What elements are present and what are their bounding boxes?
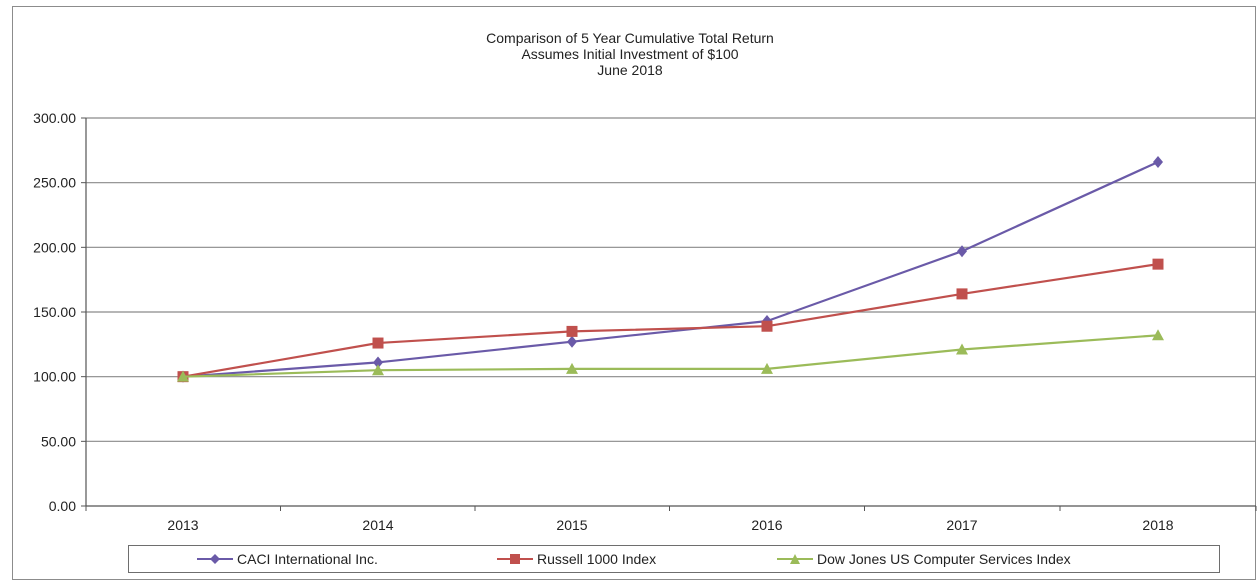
series-lines bbox=[177, 155, 1164, 383]
data-point-dow-jones bbox=[372, 364, 384, 376]
legend-swatch-dow-jones bbox=[777, 554, 813, 564]
data-point-dow-jones bbox=[566, 362, 578, 374]
series-line-caci bbox=[182, 160, 1159, 378]
y-tick-label: 250.00 bbox=[33, 175, 76, 191]
chart-title-line-1: Comparison of 5 Year Cumulative Total Re… bbox=[486, 30, 774, 46]
x-tick-label: 2017 bbox=[946, 517, 977, 533]
line-chart: 0.0050.00100.00150.00200.00250.00300.00 … bbox=[33, 110, 1257, 533]
data-point-russell bbox=[1152, 258, 1164, 270]
data-point-caci bbox=[957, 245, 967, 258]
data-point-dow-jones bbox=[177, 370, 189, 382]
series-line-dow-jones bbox=[182, 334, 1159, 378]
legend-swatch-russell bbox=[497, 554, 533, 564]
chart-legend: CACI International Inc. Russell 1000 Ind… bbox=[128, 545, 1220, 573]
x-tick-label: 2014 bbox=[362, 517, 393, 533]
data-point-russell bbox=[566, 325, 578, 337]
chart-title-line-2: Assumes Initial Investment of $100 bbox=[521, 46, 739, 62]
data-point-dow-jones bbox=[956, 343, 968, 355]
y-tick-label: 100.00 bbox=[33, 369, 76, 385]
x-tick-label: 2016 bbox=[751, 517, 782, 533]
data-point-dow-jones bbox=[761, 362, 773, 374]
data-point-dow-jones bbox=[1152, 329, 1164, 341]
y-tick-label: 200.00 bbox=[33, 239, 76, 255]
y-tick-label: 300.00 bbox=[33, 110, 76, 126]
chart-frame bbox=[12, 6, 1256, 580]
y-tick-label: 0.00 bbox=[49, 498, 76, 514]
legend-swatch-caci bbox=[197, 554, 233, 564]
y-tick-label: 150.00 bbox=[33, 304, 76, 320]
axes bbox=[81, 117, 1257, 511]
x-tick-label: 2018 bbox=[1142, 517, 1173, 533]
legend-label-caci: CACI International Inc. bbox=[237, 551, 378, 567]
legend-item-russell: Russell 1000 Index bbox=[497, 546, 656, 572]
data-point-caci bbox=[567, 335, 577, 348]
gridlines bbox=[86, 117, 1256, 442]
data-point-caci bbox=[1153, 155, 1163, 168]
data-point-caci bbox=[373, 356, 383, 369]
legend-item-caci: CACI International Inc. bbox=[197, 546, 378, 572]
x-tick-label: 2015 bbox=[556, 517, 587, 533]
y-tick-labels: 0.00 50.00 100.00 150.00 200.00 250.00 300.00 bbox=[33, 110, 76, 514]
x-tick-labels: 2013 2014 2015 2016 2017 2018 bbox=[167, 517, 1173, 533]
x-tick-label: 2013 bbox=[167, 517, 198, 533]
data-point-russell bbox=[956, 288, 968, 300]
series-line-russell bbox=[182, 263, 1159, 378]
legend-item-dow-jones: Dow Jones US Computer Services Index bbox=[777, 546, 1071, 572]
legend-label-russell: Russell 1000 Index bbox=[537, 551, 657, 567]
chart-title: Comparison of 5 Year Cumulative Total Re… bbox=[0, 30, 1260, 78]
data-point-russell bbox=[372, 337, 384, 349]
legend-label-dow-jones: Dow Jones US Computer Services Index bbox=[817, 551, 1071, 567]
y-tick-label: 50.00 bbox=[41, 433, 76, 449]
chart-title-line-3: June 2018 bbox=[597, 62, 663, 78]
data-point-russell bbox=[761, 320, 773, 332]
